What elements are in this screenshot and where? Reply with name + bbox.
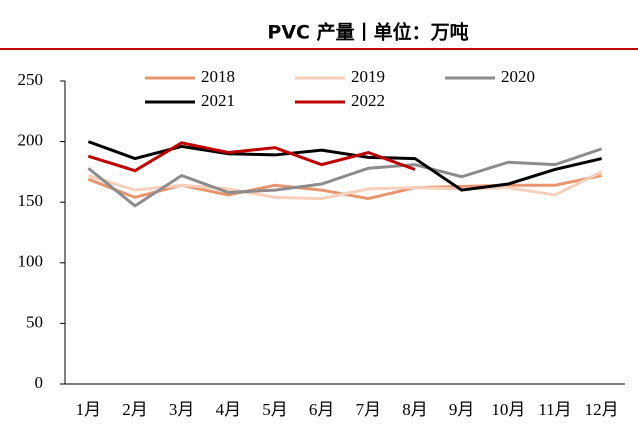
x-tick-label: 11月 [538, 400, 571, 419]
y-tick-label: 150 [18, 191, 44, 210]
series-line [87, 140, 603, 192]
series-line [87, 147, 603, 208]
x-tick-label: 9月 [449, 400, 475, 419]
x-tick-label: 3月 [169, 400, 195, 419]
legend-label: 2019 [351, 67, 385, 86]
series-line [87, 170, 603, 201]
x-tick-label: 5月 [262, 400, 288, 419]
x-tick-label: 2月 [122, 400, 148, 419]
legend-label: 2018 [201, 67, 235, 86]
y-tick-label: 50 [26, 312, 43, 331]
x-tick-label: 8月 [402, 400, 428, 419]
x-tick-label: 6月 [309, 400, 335, 419]
y-tick-label: 250 [18, 70, 44, 89]
y-tick-label: 200 [18, 131, 44, 150]
series-line [87, 141, 416, 173]
legend-label: 2020 [501, 67, 535, 86]
x-tick-label: 10月 [491, 400, 525, 419]
x-tick-label: 7月 [356, 400, 382, 419]
x-tick-label: 1月 [76, 400, 102, 419]
legend-label: 2021 [201, 91, 235, 110]
x-tick-label: 4月 [216, 400, 242, 419]
x-tick-label: 12月 [585, 400, 619, 419]
legend-label: 2022 [351, 91, 385, 110]
y-tick-label: 100 [18, 252, 44, 271]
y-tick-label: 0 [35, 373, 44, 392]
chart-title: PVC 产量丨单位：万吨 [267, 21, 468, 44]
